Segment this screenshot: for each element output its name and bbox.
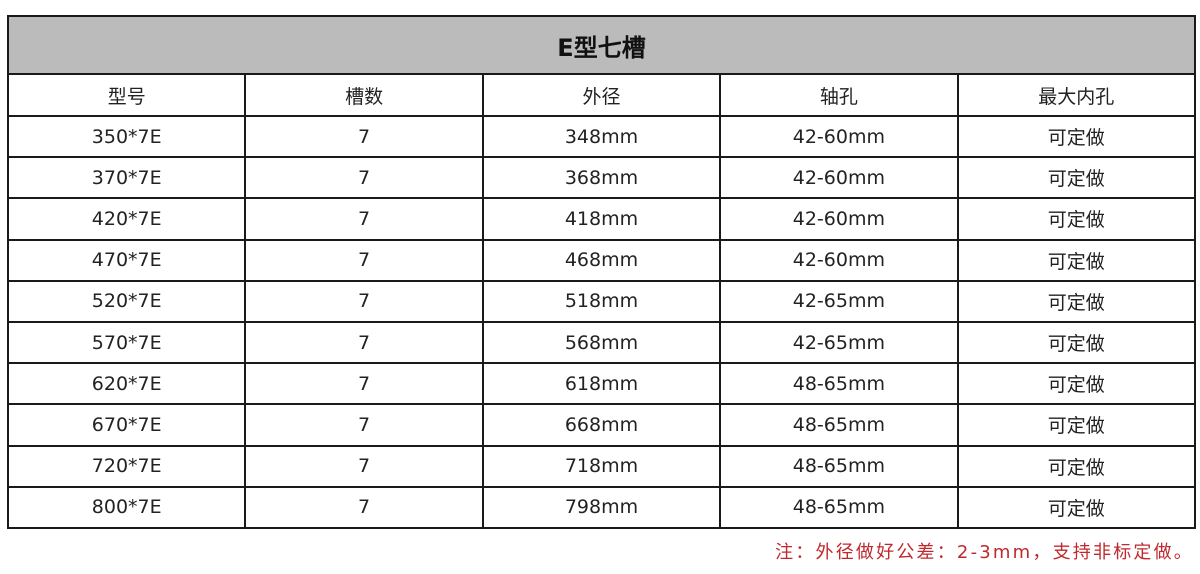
header-row: 型号 槽数 外径 轴孔 最大内孔 <box>6 73 1197 117</box>
cell-max-bore: 可定做 <box>956 403 1197 447</box>
cell-grooves: 7 <box>244 279 484 323</box>
cell-outer-diameter: 718mm <box>481 444 722 488</box>
cell-shaft-hole: 42-60mm <box>719 197 959 241</box>
cell-grooves: 7 <box>244 238 484 282</box>
cell-grooves: 7 <box>244 403 484 447</box>
table-row: 370*7E 7 368mm 42-60mm 可定做 <box>6 156 1197 200</box>
cell-model: 620*7E <box>6 362 247 406</box>
cell-shaft-hole: 42-60mm <box>719 114 959 159</box>
cell-shaft-hole: 42-65mm <box>719 320 959 365</box>
cell-max-bore: 可定做 <box>956 279 1197 323</box>
cell-model: 350*7E <box>6 114 247 159</box>
cell-outer-diameter: 668mm <box>481 403 722 447</box>
cell-grooves: 7 <box>244 444 484 488</box>
cell-shaft-hole: 42-60mm <box>719 156 959 200</box>
cell-max-bore: 可定做 <box>956 320 1197 365</box>
cell-outer-diameter: 418mm <box>481 197 722 241</box>
cell-max-bore: 可定做 <box>956 114 1197 159</box>
cell-model: 800*7E <box>6 485 247 529</box>
cell-shaft-hole: 48-65mm <box>719 403 959 447</box>
header-model: 型号 <box>6 73 247 117</box>
cell-model: 670*7E <box>6 403 247 447</box>
cell-model: 720*7E <box>6 444 247 488</box>
cell-max-bore: 可定做 <box>956 362 1197 406</box>
cell-grooves: 7 <box>244 320 484 365</box>
table-row: 670*7E 7 668mm 48-65mm 可定做 <box>6 403 1197 447</box>
table-row: 350*7E 7 348mm 42-60mm 可定做 <box>6 114 1197 159</box>
header-max-bore: 最大内孔 <box>956 73 1197 117</box>
cell-model: 570*7E <box>6 320 247 365</box>
cell-grooves: 7 <box>244 485 484 529</box>
cell-outer-diameter: 618mm <box>481 362 722 406</box>
cell-outer-diameter: 798mm <box>481 485 722 529</box>
cell-model: 420*7E <box>6 197 247 241</box>
cell-shaft-hole: 42-60mm <box>719 238 959 282</box>
cell-outer-diameter: 518mm <box>481 279 722 323</box>
cell-model: 370*7E <box>6 156 247 200</box>
cell-shaft-hole: 48-65mm <box>719 485 959 529</box>
table-title: E型七槽 <box>7 15 1196 75</box>
table-row: 520*7E 7 518mm 42-65mm 可定做 <box>6 279 1197 323</box>
cell-max-bore: 可定做 <box>956 444 1197 488</box>
cell-max-bore: 可定做 <box>956 238 1197 282</box>
cell-model: 470*7E <box>6 238 247 282</box>
footnote: 注：外径做好公差：2-3mm，支持非标定做。 <box>775 542 1194 563</box>
spec-table: E型七槽 型号 槽数 外径 轴孔 最大内孔 350*7E 7 348mm 42-60m… <box>6 15 1197 529</box>
cell-max-bore: 可定做 <box>956 485 1197 529</box>
table-row: 620*7E 7 618mm 48-65mm 可定做 <box>6 362 1197 406</box>
cell-shaft-hole: 48-65mm <box>719 444 959 488</box>
cell-grooves: 7 <box>244 114 484 159</box>
cell-max-bore: 可定做 <box>956 156 1197 200</box>
cell-max-bore: 可定做 <box>956 197 1197 241</box>
header-shaft-hole: 轴孔 <box>719 73 959 117</box>
cell-shaft-hole: 48-65mm <box>719 362 959 406</box>
table-row: 570*7E 7 568mm 42-65mm 可定做 <box>6 320 1197 365</box>
header-outer-diameter: 外径 <box>481 73 722 117</box>
header-grooves: 槽数 <box>244 73 484 117</box>
table-row: 800*7E 7 798mm 48-65mm 可定做 <box>6 485 1197 529</box>
cell-shaft-hole: 42-65mm <box>719 279 959 323</box>
cell-outer-diameter: 568mm <box>481 320 722 365</box>
cell-grooves: 7 <box>244 197 484 241</box>
cell-model: 520*7E <box>6 279 247 323</box>
cell-outer-diameter: 348mm <box>481 114 722 159</box>
table-row: 420*7E 7 418mm 42-60mm 可定做 <box>6 197 1197 241</box>
cell-outer-diameter: 368mm <box>481 156 722 200</box>
cell-outer-diameter: 468mm <box>481 238 722 282</box>
table-row: 720*7E 7 718mm 48-65mm 可定做 <box>6 444 1197 488</box>
table-row: 470*7E 7 468mm 42-60mm 可定做 <box>6 238 1197 282</box>
cell-grooves: 7 <box>244 156 484 200</box>
cell-grooves: 7 <box>244 362 484 406</box>
